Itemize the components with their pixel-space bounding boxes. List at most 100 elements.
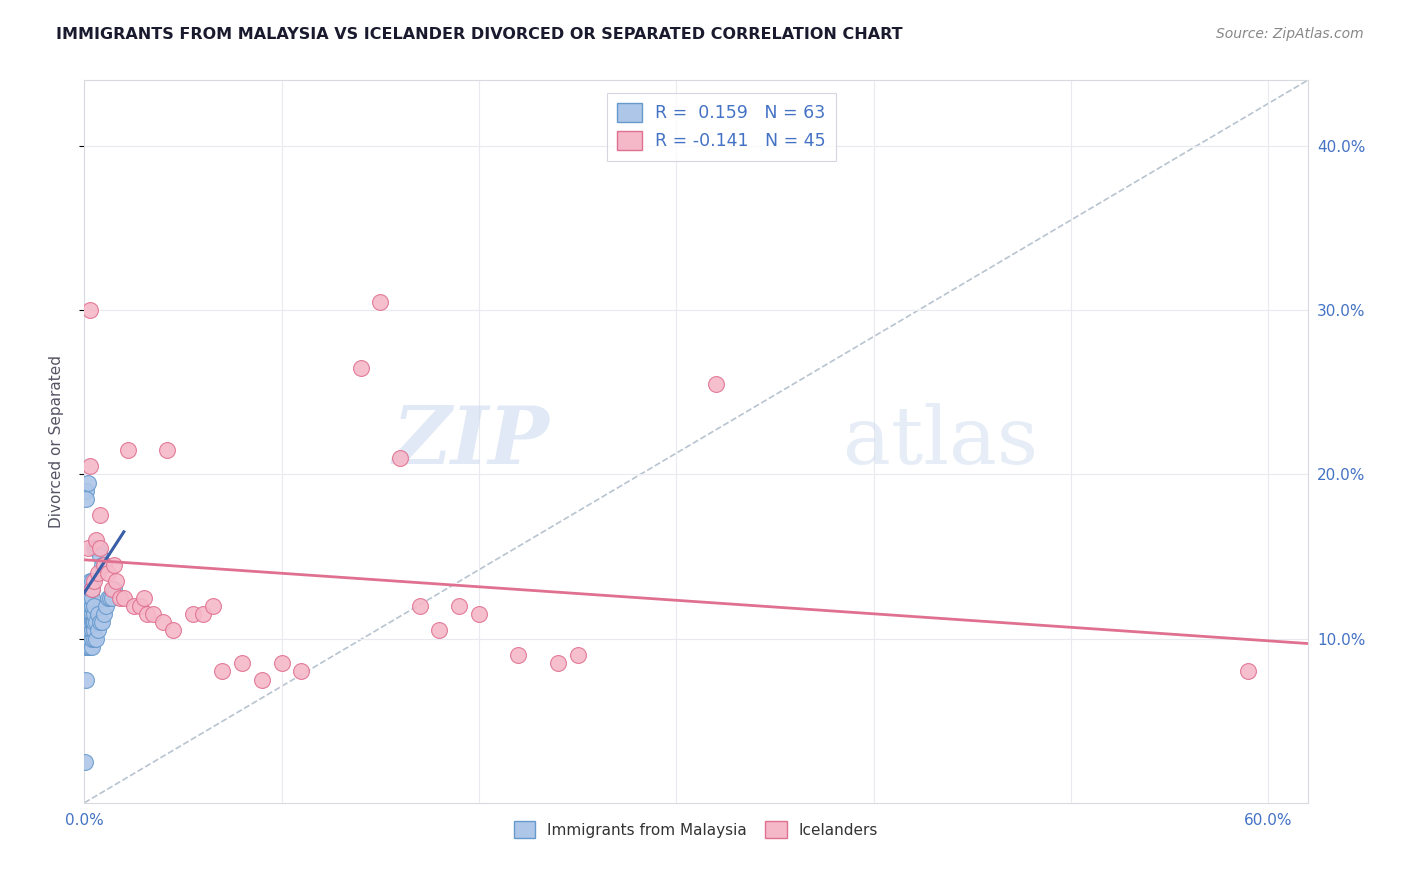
Point	[75, 491, 97, 506]
Point	[89, 615, 111, 630]
Point	[508, 648, 530, 662]
Point	[181, 607, 204, 621]
Point	[77, 640, 100, 654]
Point	[77, 624, 100, 638]
Point	[82, 607, 104, 621]
Point	[270, 657, 292, 671]
Point	[91, 615, 114, 630]
Point	[79, 640, 101, 654]
Point	[79, 624, 101, 638]
Point	[87, 607, 110, 621]
Point	[547, 657, 569, 671]
Point	[79, 591, 101, 605]
Text: atlas: atlas	[842, 402, 1038, 481]
Point	[83, 632, 105, 646]
Point	[75, 640, 97, 654]
Point	[77, 475, 100, 490]
Point	[82, 640, 104, 654]
Point	[89, 541, 111, 556]
Point	[79, 632, 101, 646]
Point	[122, 599, 145, 613]
Point	[104, 574, 127, 588]
Point	[368, 295, 391, 310]
Point	[132, 591, 155, 605]
Point	[152, 615, 174, 630]
Point	[77, 599, 100, 613]
Point	[87, 624, 110, 638]
Point	[83, 607, 105, 621]
Point	[409, 599, 432, 613]
Point	[77, 591, 100, 605]
Point	[82, 582, 104, 597]
Text: Source: ZipAtlas.com: Source: ZipAtlas.com	[1216, 27, 1364, 41]
Point	[82, 574, 104, 588]
Point	[156, 442, 179, 457]
Point	[162, 624, 184, 638]
Point	[429, 624, 451, 638]
Point	[117, 442, 139, 457]
Point	[231, 657, 253, 671]
Point	[93, 558, 115, 572]
Point	[97, 591, 120, 605]
Point	[77, 607, 100, 621]
Point	[94, 599, 117, 613]
Point	[77, 632, 100, 646]
Point	[93, 558, 115, 572]
Point	[79, 459, 101, 474]
Point	[91, 558, 114, 572]
Point	[79, 599, 101, 613]
Point	[250, 673, 273, 687]
Point	[82, 591, 104, 605]
Point	[103, 582, 125, 597]
Point	[108, 591, 131, 605]
Point	[79, 582, 101, 597]
Point	[93, 607, 115, 621]
Point	[76, 632, 98, 646]
Point	[83, 624, 105, 638]
Point	[79, 303, 101, 318]
Point	[191, 607, 214, 621]
Text: IMMIGRANTS FROM MALAYSIA VS ICELANDER DIVORCED OR SEPARATED CORRELATION CHART: IMMIGRANTS FROM MALAYSIA VS ICELANDER DI…	[56, 27, 903, 42]
Point	[101, 582, 124, 597]
Point	[77, 615, 100, 630]
Text: ZIP: ZIP	[392, 403, 550, 480]
Y-axis label: Divorced or Separated: Divorced or Separated	[49, 355, 63, 528]
Point	[211, 665, 233, 679]
Point	[89, 549, 111, 564]
Point	[82, 615, 104, 630]
Legend: Immigrants from Malaysia, Icelanders: Immigrants from Malaysia, Icelanders	[506, 814, 886, 846]
Point	[101, 591, 124, 605]
Point	[201, 599, 224, 613]
Point	[136, 607, 159, 621]
Point	[79, 632, 101, 646]
Point	[98, 591, 121, 605]
Point	[103, 558, 125, 572]
Point	[87, 541, 110, 556]
Point	[75, 755, 97, 769]
Point	[82, 615, 104, 630]
Point	[87, 566, 110, 580]
Point	[449, 599, 471, 613]
Point	[75, 673, 97, 687]
Point	[80, 607, 103, 621]
Point	[128, 599, 150, 613]
Point	[83, 541, 105, 556]
Point	[389, 450, 412, 465]
Point	[75, 624, 97, 638]
Point	[84, 615, 107, 630]
Point	[468, 607, 491, 621]
Point	[83, 574, 105, 588]
Point	[349, 360, 371, 375]
Point	[290, 665, 312, 679]
Point	[82, 632, 104, 646]
Point	[704, 377, 727, 392]
Point	[84, 632, 107, 646]
Point	[89, 508, 111, 523]
Point	[142, 607, 165, 621]
Point	[82, 599, 104, 613]
Point	[82, 582, 104, 597]
Point	[112, 591, 135, 605]
Point	[84, 541, 107, 556]
Point	[76, 640, 98, 654]
Point	[97, 566, 120, 580]
